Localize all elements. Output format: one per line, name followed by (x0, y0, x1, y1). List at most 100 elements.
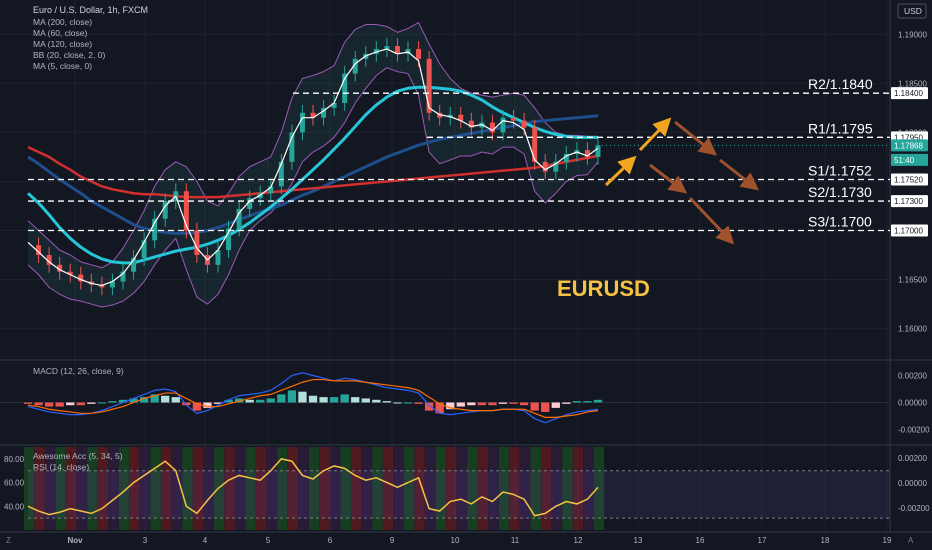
macd-title[interactable]: MACD (12, 26, close, 9) (33, 366, 124, 376)
macd-histogram-bar (287, 390, 297, 403)
ao-bar (23, 447, 35, 530)
macd-histogram-bar (319, 397, 328, 403)
candle-body (426, 58, 432, 113)
macd-histogram-bar (66, 402, 75, 406)
level-label: R1/1.1795 (808, 120, 873, 136)
ao-bar (340, 447, 351, 530)
candles (36, 38, 601, 296)
indicator-ma60[interactable]: MA (60, close) (33, 28, 87, 38)
macd-pane[interactable] (0, 372, 890, 424)
indicator-ma120[interactable]: MA (120, close) (33, 39, 92, 49)
price-label-text: 1.18400 (894, 89, 923, 98)
ao-bar (150, 447, 161, 530)
indicator-ma5[interactable]: MA (5, close, 0) (33, 61, 92, 71)
candle-body (109, 281, 115, 288)
level-label: S2/1.1730 (808, 184, 872, 200)
ao-bar (34, 447, 45, 530)
candle-body (183, 191, 189, 231)
arrow-down-1 (674, 120, 718, 156)
currency-badge[interactable] (897, 3, 927, 19)
indicator-ma200[interactable]: MA (200, close) (33, 17, 92, 27)
rsi-tick-label: 40.00 (4, 502, 25, 511)
candle-body (310, 112, 316, 118)
macd-histogram-bar (234, 398, 244, 403)
macd-tick-label: -0.00200 (898, 426, 930, 435)
ao-bar (498, 447, 510, 530)
macd-histogram-bar (361, 398, 370, 403)
ao-bar (55, 447, 66, 530)
candle-body (215, 250, 221, 265)
candle-body (584, 150, 590, 157)
ao-bar (572, 447, 584, 530)
corner-label-left[interactable]: Z (6, 536, 11, 545)
ao-bar (477, 447, 489, 530)
macd-histogram-bar (245, 399, 254, 403)
macd-histogram-bar (551, 402, 560, 408)
candle-body (141, 240, 147, 258)
macd-signal-line (27, 378, 599, 418)
macd-histogram-bar (150, 394, 159, 403)
macd-histogram-bar (266, 398, 275, 403)
rsi-axis: 80.00 60.00 40.00 0.00200 0.00000 -0.00200 (4, 454, 930, 513)
candle-body (458, 114, 464, 121)
macd-histogram-bar (34, 402, 43, 406)
candle-body (352, 58, 358, 74)
macd-histogram-bar (329, 397, 339, 403)
ao-bar (435, 447, 446, 530)
macd-histogram-bar (44, 402, 54, 407)
time-tick-label: 3 (143, 536, 148, 545)
price-label-badge (891, 173, 928, 186)
macd-histogram-bar (572, 401, 582, 403)
candle-body (563, 153, 569, 162)
ao-bar (139, 447, 151, 530)
ao-bar (329, 447, 341, 530)
macd-histogram-bar (541, 402, 550, 412)
rsi-title[interactable]: RSI (14, close) (33, 462, 89, 472)
macd-histogram-bar (403, 402, 413, 404)
ao-bar (108, 447, 119, 530)
candle-body (342, 73, 348, 103)
bb-lower-line (27, 67, 599, 308)
ao-bar (393, 447, 404, 530)
macd-histogram-bar (372, 399, 381, 403)
candle-body (162, 201, 168, 219)
macd-histogram-bar (161, 395, 170, 403)
macd-histogram-bar (467, 402, 476, 406)
level-label: R2/1.1840 (808, 76, 873, 92)
indicator-bb[interactable]: BB (20, close, 2, 0) (33, 50, 105, 60)
candle-body (152, 218, 158, 241)
time-tick-label: 19 (883, 536, 892, 545)
ao-bar (266, 447, 277, 530)
macd-tick-label: 0.00000 (898, 399, 927, 408)
macd-histogram-bar (498, 402, 508, 404)
corner-label-right[interactable]: A (908, 536, 914, 545)
ma5-line (27, 48, 599, 287)
candle-body (542, 161, 548, 172)
main-chart-label: EURUSD (557, 276, 650, 301)
ao-bar (361, 447, 372, 530)
price-tick-label: 1.19000 (898, 30, 927, 39)
macd-histogram-bar (108, 401, 117, 403)
ao-bar (562, 447, 573, 530)
price-label-text: 1.17950 (894, 133, 923, 142)
rsi-pane[interactable] (23, 447, 890, 530)
symbol-title[interactable]: Euro / U.S. Dollar, 1h, FXCM (33, 5, 148, 15)
macd-histogram-bar (562, 402, 571, 404)
macd-histogram-bar (224, 399, 233, 403)
level-label: S3/1.1700 (808, 213, 872, 229)
time-tick-label: 11 (511, 536, 520, 545)
candle-body (236, 208, 242, 229)
ao-bar (403, 447, 415, 530)
time-axis[interactable]: Nov 3 4 5 6 9 10 11 12 13 16 17 18 19 (67, 536, 892, 545)
macd-histogram-bar (55, 402, 64, 407)
macd-histogram-bar (87, 402, 96, 404)
ao-tick-label: 0.00000 (898, 479, 927, 488)
price-pane[interactable]: R2/1.1840 R1/1.1795 S1/1.1752 S2/1.1730 S3/1… (26, 22, 890, 308)
macd-histogram-bar (583, 401, 592, 403)
macd-histogram-bar (139, 397, 149, 403)
ao-title[interactable]: Awesome Acc (5, 34, 5) (33, 451, 123, 461)
candle-body (521, 120, 527, 128)
macd-histogram-bar (424, 402, 434, 411)
